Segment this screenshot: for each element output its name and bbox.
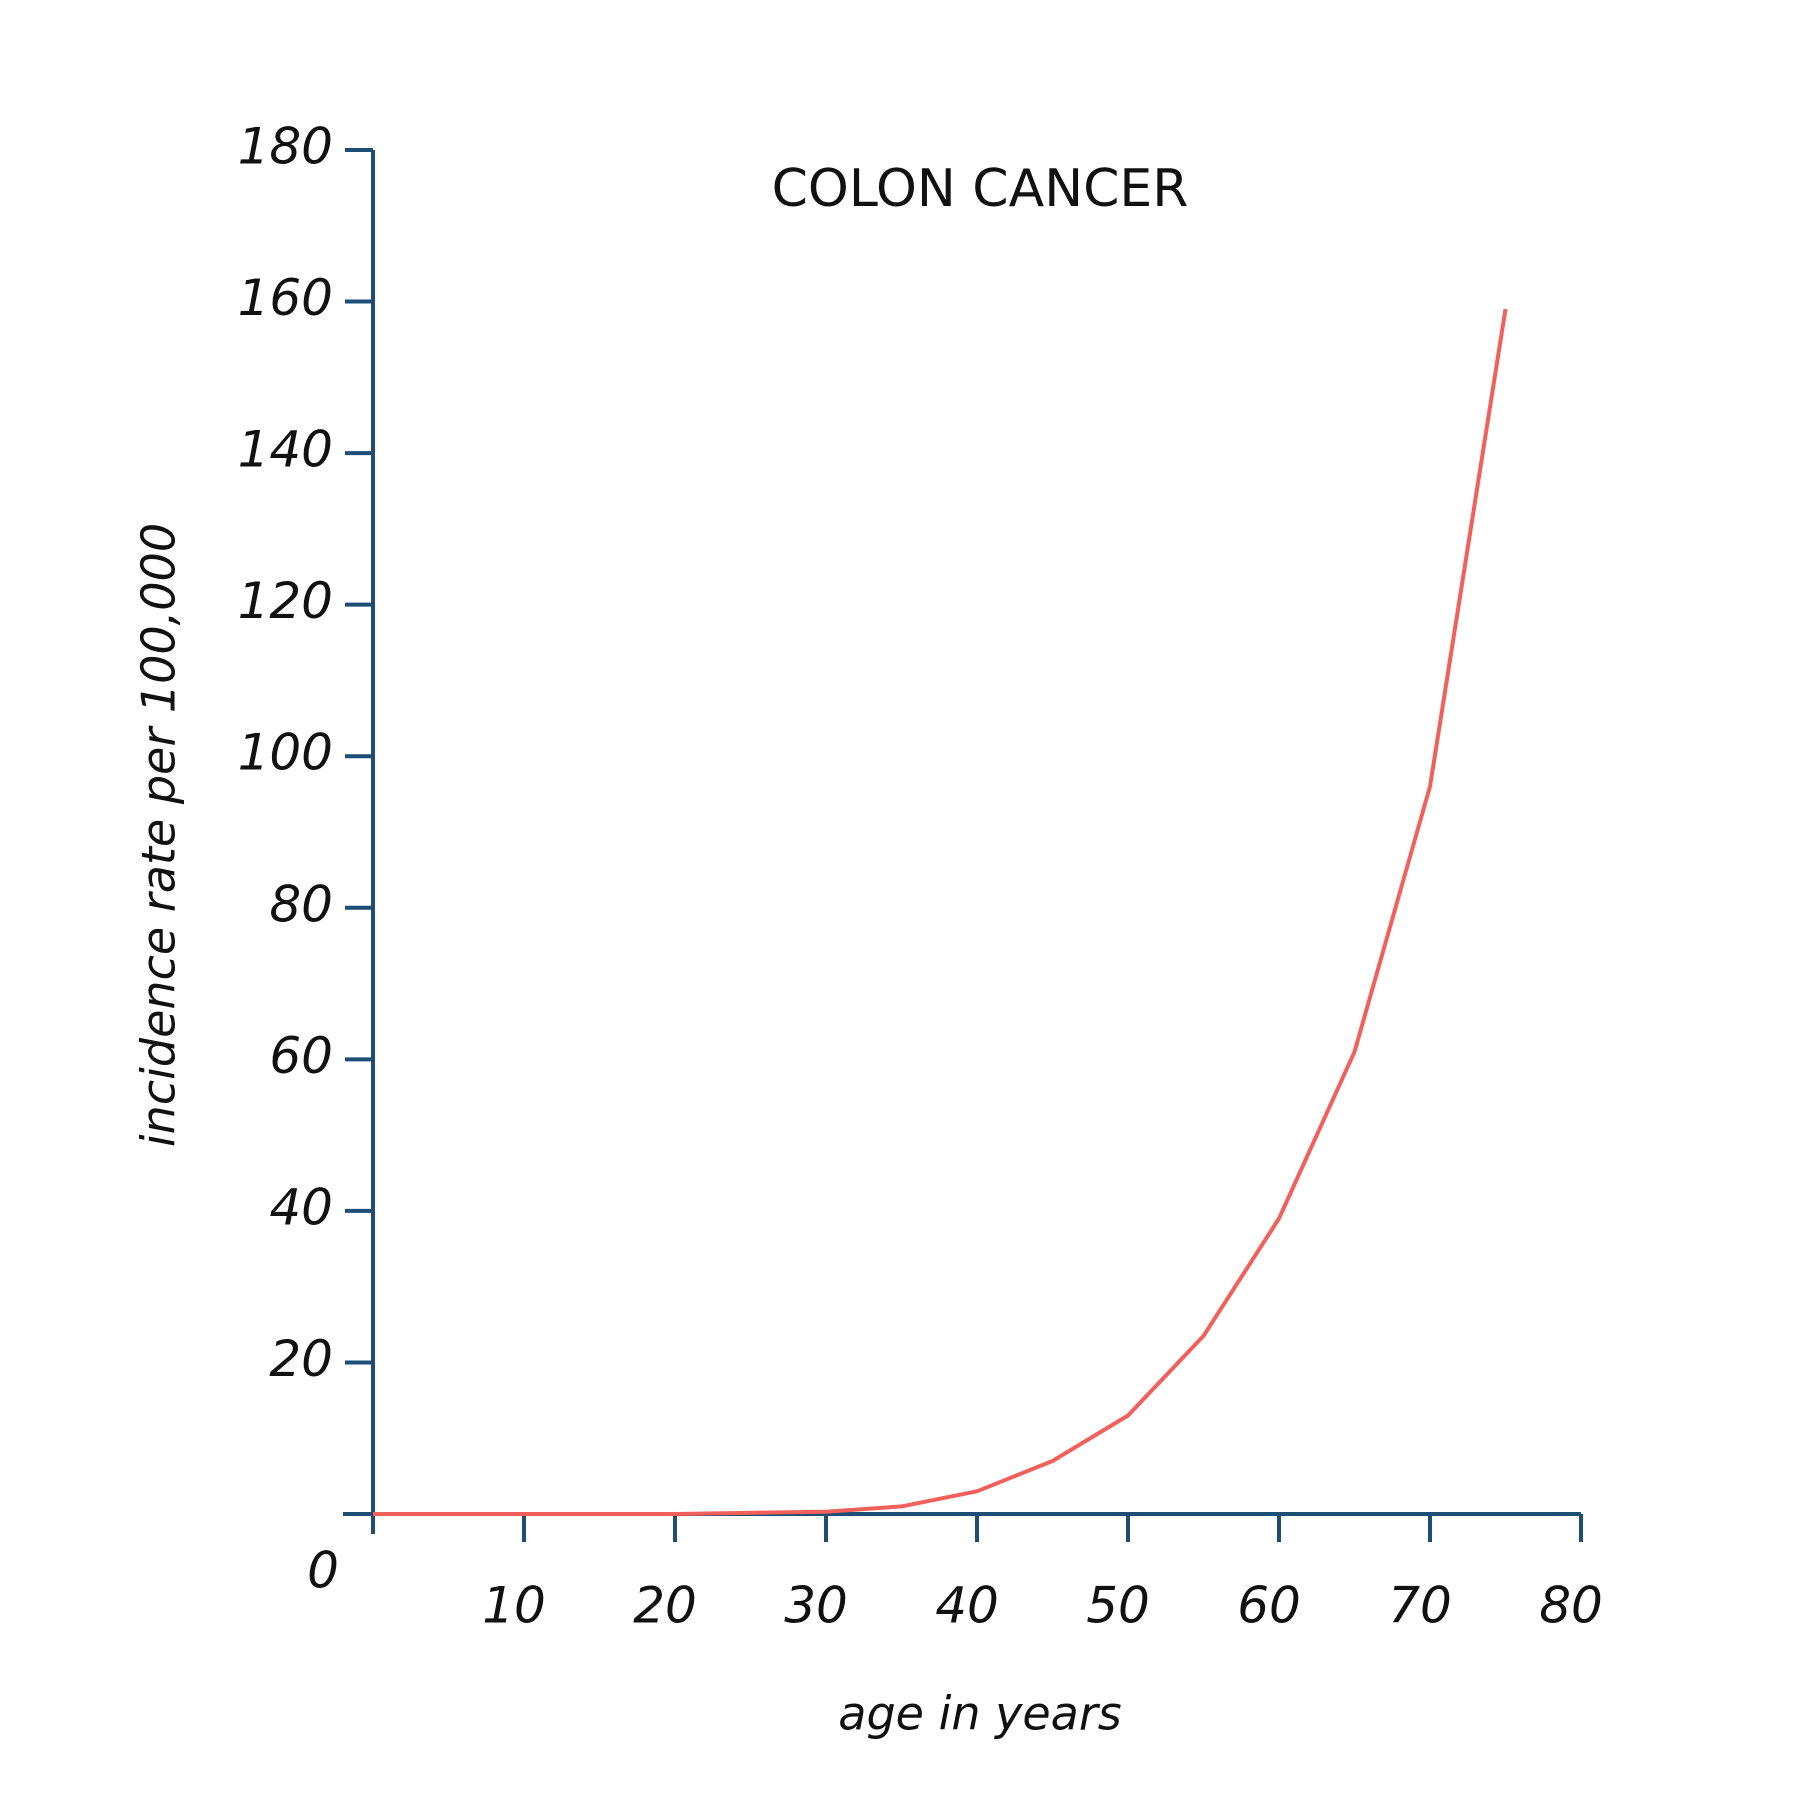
y-tick-label: 40: [269, 1178, 333, 1236]
x-tick-label: 60: [1237, 1577, 1301, 1635]
y-tick-label: 160: [238, 269, 333, 327]
line: [373, 308, 1508, 1516]
x-tick-label: 50: [1086, 1577, 1150, 1635]
x-tick-label: 80: [1539, 1577, 1603, 1635]
x-tick-label: 30: [784, 1577, 848, 1635]
x-tick-label: 20: [633, 1577, 697, 1635]
y-axis-label: incidence rate per 100,000: [132, 523, 186, 1147]
x-tick-label: 40: [935, 1577, 999, 1635]
y-tick-label: 0: [307, 1542, 339, 1600]
x-tick-label: 10: [482, 1577, 546, 1635]
y-tick-label: 180: [238, 118, 333, 176]
chart-title: COLON CANCER: [772, 159, 1189, 219]
x-tick-label: 70: [1388, 1577, 1452, 1635]
x-axis-label: age in years: [838, 1687, 1121, 1741]
y-tick-label: 140: [238, 421, 333, 479]
y-tick-label: 120: [238, 572, 333, 630]
y-tick-label: 100: [238, 724, 333, 782]
y-tick-label: 60: [269, 1027, 333, 1085]
y-tick-label: 20: [269, 1330, 333, 1388]
y-tick-label: 80: [269, 875, 333, 933]
